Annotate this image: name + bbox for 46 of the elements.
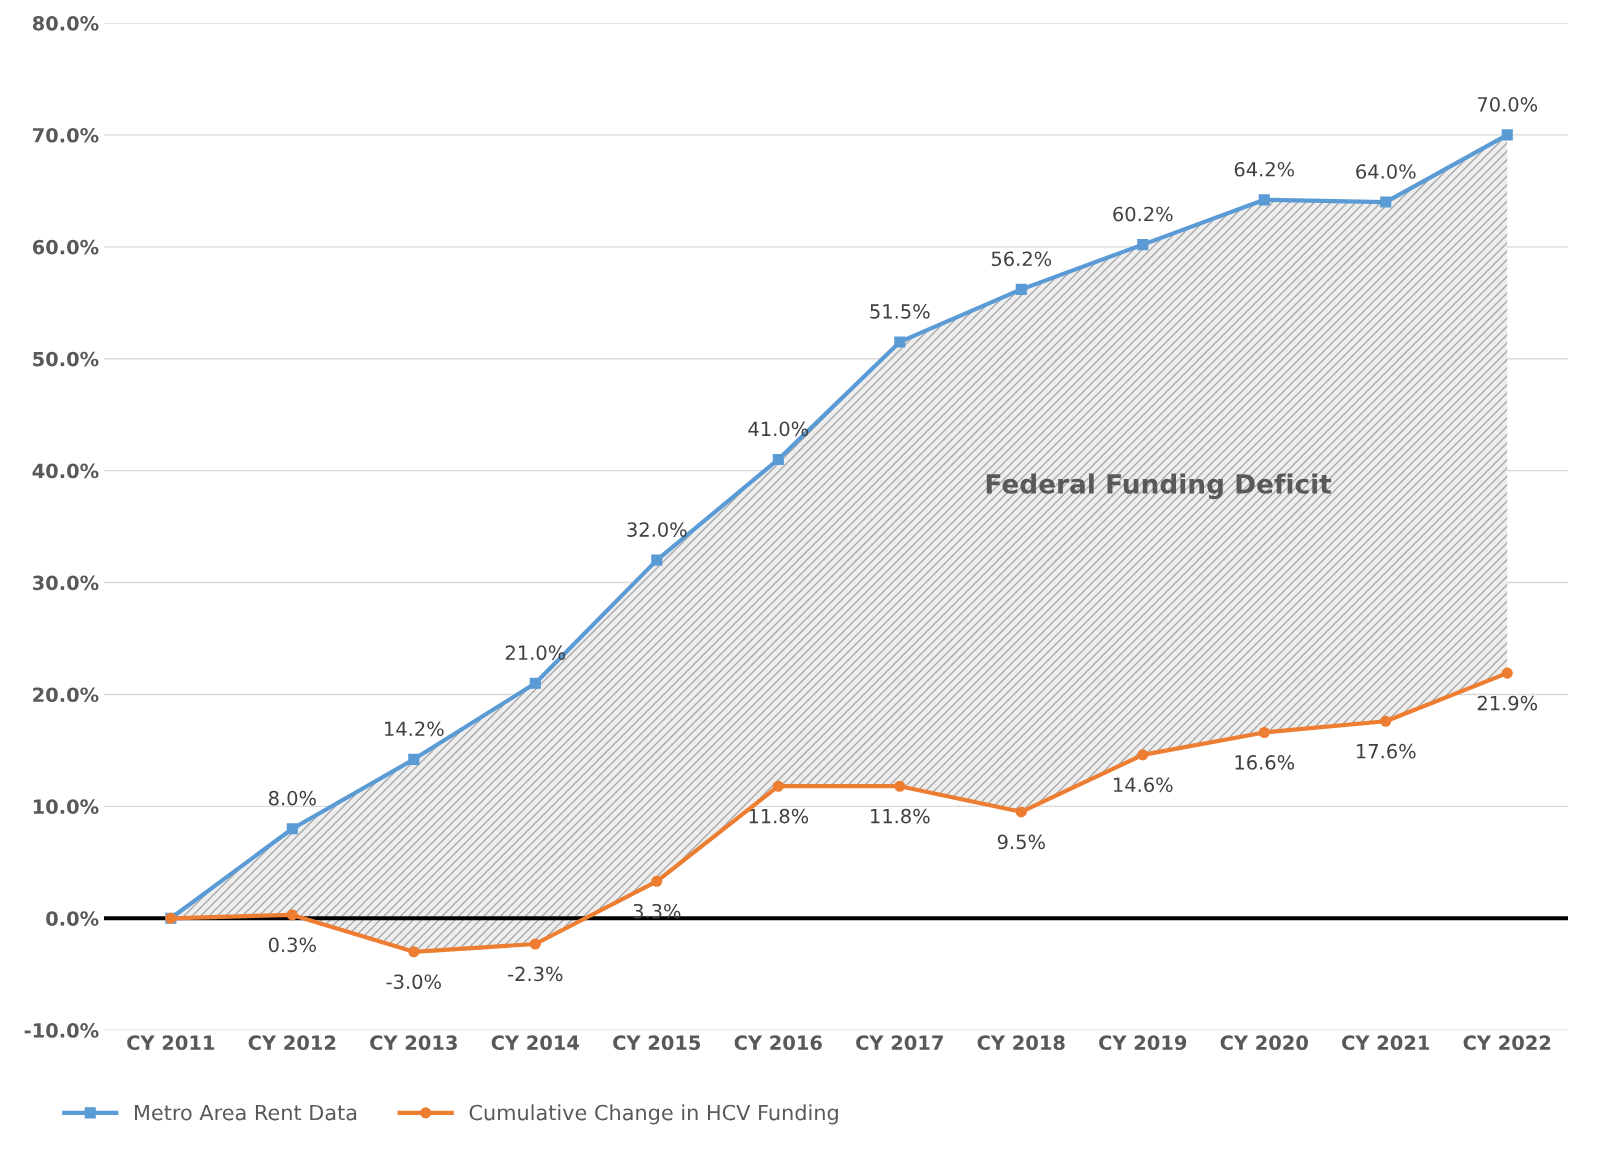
x-tick-label: CY 2014	[491, 1035, 580, 1051]
data-label: 8.0%	[268, 790, 316, 806]
data-label: 64.2%	[1234, 161, 1295, 177]
y-tick-label: 0.0%	[46, 911, 99, 926]
data-label: -3.0%	[386, 974, 441, 990]
annotation: Federal Funding Deficit	[986, 473, 1332, 500]
y-tick-label: 60.0%	[32, 239, 99, 255]
x-tick-label: CY 2018	[977, 1035, 1065, 1051]
data-label: 11.8%	[749, 808, 809, 824]
legend-label: Cumulative Change in HCV Funding	[469, 1104, 838, 1125]
y-tick-label: 50.0%	[33, 351, 99, 367]
x-tick-label: CY 2019	[1099, 1035, 1187, 1051]
y-tick-label: 10.0%	[33, 799, 99, 814]
data-label: 21.9%	[1477, 695, 1538, 711]
data-label: -2.3%	[508, 966, 563, 982]
y-tick-label: -10.0%	[24, 1023, 99, 1038]
data-label: 17.6%	[1357, 743, 1416, 759]
data-label: 14.2%	[385, 721, 444, 737]
x-tick-label: CY 2021	[1342, 1035, 1430, 1051]
x-tick-label: CY 2015	[613, 1035, 701, 1051]
data-label: 9.5%	[997, 834, 1045, 850]
x-tick-label: CY 2022	[1463, 1035, 1551, 1051]
data-label: 16.6%	[1235, 755, 1295, 770]
x-tick-label: CY 2016	[734, 1035, 822, 1051]
y-tick-label: 20.0%	[33, 687, 99, 703]
data-label: 32.0%	[627, 522, 687, 537]
x-tick-label: CY 2020	[1220, 1035, 1308, 1051]
data-label: 56.2%	[991, 251, 1052, 267]
data-label: 70.0%	[1477, 97, 1538, 112]
data-label: 0.3%	[268, 937, 316, 953]
legend-label: Metro Area Rent Data	[134, 1104, 357, 1121]
x-tick-label: CY 2012	[248, 1035, 336, 1051]
data-label: 64.0%	[1356, 164, 1416, 179]
data-label: 51.5%	[870, 304, 930, 319]
data-label: 21.0%	[505, 645, 566, 661]
y-tick-label: 40.0%	[32, 463, 99, 479]
x-tick-label: CY 2017	[856, 1035, 943, 1051]
data-label: 14.6%	[1114, 777, 1173, 793]
y-tick-label: 80.0%	[32, 15, 99, 31]
y-tick-label: 70.0%	[32, 127, 99, 143]
data-label: 41.0%	[748, 421, 809, 437]
x-tick-label: CY 2013	[370, 1035, 457, 1051]
data-label: 60.2%	[1113, 206, 1173, 222]
y-tick-label: 30.0%	[32, 575, 99, 591]
data-label: 11.8%	[871, 808, 930, 824]
x-tick-label: CY 2011	[127, 1035, 215, 1051]
